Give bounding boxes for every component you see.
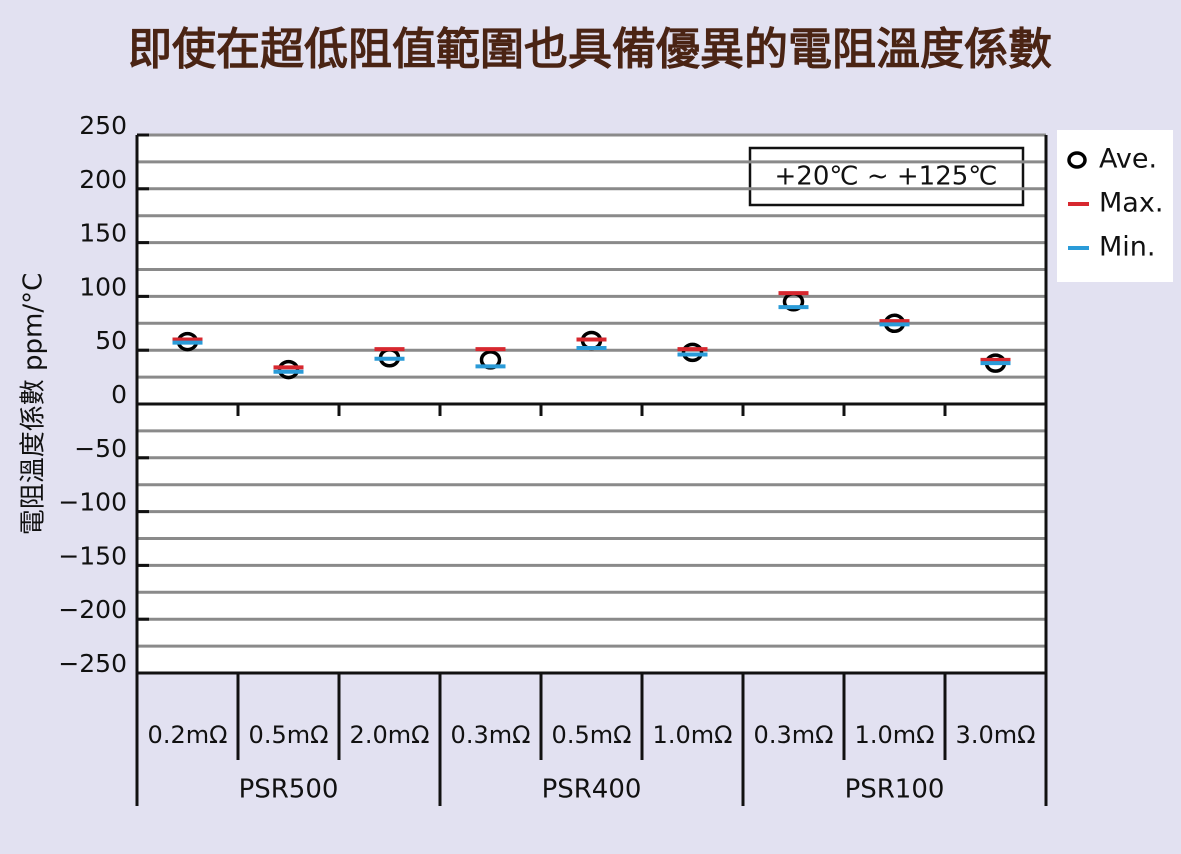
ave-marker (277, 359, 300, 380)
x-tick-label: 2.0mΩ (350, 721, 430, 749)
x-tick-label: 1.0mΩ (653, 721, 733, 749)
group-label: PSR400 (542, 775, 642, 805)
x-tick-label: 0.3mΩ (451, 721, 531, 749)
y-tick-label: 50 (95, 326, 127, 355)
y-tick-label: 100 (79, 272, 127, 301)
group-label: PSR100 (845, 775, 945, 805)
y-tick-label: 0 (111, 380, 127, 409)
y-tick-label: −200 (58, 595, 127, 624)
legend-label: Ave. (1099, 144, 1157, 175)
y-tick-label: −150 (58, 541, 127, 570)
group-label: PSR500 (239, 775, 339, 805)
y-tick-label: −50 (74, 434, 127, 463)
y-axis-label: 電阻溫度係數 ppm/°C (19, 273, 49, 536)
legend-marker (1067, 151, 1087, 169)
y-tick-label: −250 (58, 649, 127, 678)
ave-marker (681, 342, 704, 363)
legend-label: Max. (1099, 188, 1163, 219)
y-tick-label: 200 (79, 165, 127, 194)
x-tick-label: 0.5mΩ (249, 721, 329, 749)
legend-label: Min. (1099, 232, 1156, 263)
annotation: +20℃ ~ +125℃ (775, 162, 998, 192)
x-tick-label: 3.0mΩ (956, 721, 1036, 749)
x-tick-label: 0.5mΩ (552, 721, 632, 749)
x-tick-label: 1.0mΩ (855, 721, 935, 749)
y-tick-label: 150 (79, 219, 127, 248)
y-tick-label: 250 (79, 111, 127, 140)
annotation-box (748, 146, 1025, 207)
y-tick-label: −100 (58, 488, 127, 517)
x-tick-label: 0.3mΩ (754, 721, 834, 749)
chart-title: 即使在超低阻值範圍也具備優異的電阻溫度係數 (128, 24, 1052, 75)
x-tick-label: 0.2mΩ (148, 721, 228, 749)
